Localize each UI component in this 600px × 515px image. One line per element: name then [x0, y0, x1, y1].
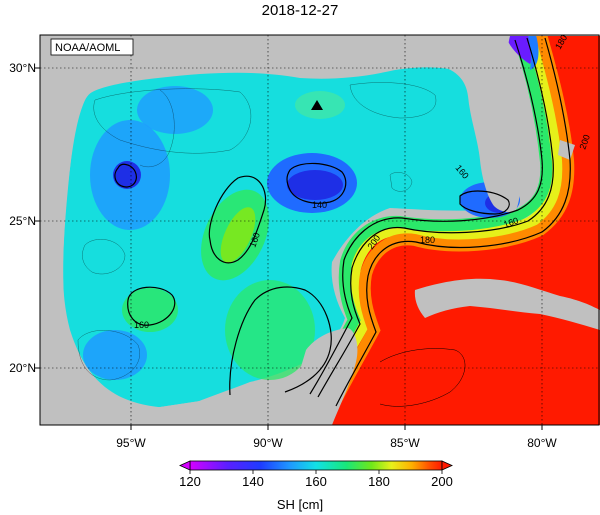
anomaly-south-blue	[83, 330, 147, 380]
map-frame	[39, 34, 600, 426]
front-blue	[528, 35, 539, 70]
anomaly-central-core	[287, 170, 343, 200]
colorbar-high-arrow	[441, 460, 453, 471]
anomaly-west-core	[113, 161, 141, 189]
contour-label: 200	[577, 133, 592, 151]
front-green	[306, 35, 553, 402]
land-west-coast	[40, 100, 240, 425]
axis-ticks	[35, 67, 543, 430]
colorbar-tick-label: 120	[179, 474, 201, 489]
contour-160-ridge	[208, 175, 267, 264]
land-cuba	[414, 278, 600, 330]
contour-160-south	[127, 286, 176, 326]
triangle-station-icon	[311, 100, 323, 110]
x-tick-label: 85°W	[390, 436, 420, 450]
contour-label: 160	[134, 320, 149, 330]
contour-label: 160	[502, 215, 520, 230]
contour-front-180	[317, 37, 554, 398]
island-bahamas	[558, 140, 575, 160]
colorbar-low-arrow	[179, 460, 191, 471]
contour-140-central	[286, 162, 347, 204]
contour-label: 140	[312, 200, 327, 210]
colorbar-tick-label: 160	[305, 474, 327, 489]
colorbar-tick-label: 180	[368, 474, 390, 489]
contour-160-sw	[229, 286, 332, 396]
x-tick-label: 95°W	[116, 436, 146, 450]
anomaly-green-core	[220, 207, 256, 263]
colorbar-tick-label: 140	[242, 474, 264, 489]
contour-label: 180	[420, 235, 435, 245]
colorbar-tick-label: 200	[431, 474, 453, 489]
anomaly-green-south	[225, 280, 315, 380]
island-small	[518, 158, 532, 168]
land-north-coast	[40, 35, 430, 100]
y-tick-label: 30°N	[9, 61, 36, 75]
contour-front-160	[309, 39, 543, 395]
land-southwest	[40, 385, 292, 425]
graticule	[40, 35, 600, 425]
colorbar-unit-label: SH [cm]	[276, 497, 324, 512]
land-florida	[430, 35, 600, 213]
colorbar-ticks	[189, 470, 443, 474]
y-tick-label: 20°N	[9, 361, 36, 375]
x-tick-label: 90°W	[253, 436, 283, 450]
colorbar	[189, 460, 443, 471]
y-tick-label: 25°N	[9, 214, 36, 228]
contour-front-200	[335, 37, 571, 407]
x-tick-label: 80°W	[527, 436, 557, 450]
land-yucatan	[290, 328, 358, 425]
anomaly-north-blue	[137, 86, 213, 134]
credit-label: NOAA/AOML	[55, 42, 120, 54]
contour-160-west	[114, 163, 137, 188]
front-yellow	[313, 35, 564, 405]
contour-east-loop	[459, 190, 510, 215]
contour-lines	[114, 37, 571, 407]
credit-box	[50, 38, 134, 56]
anomaly-green-west	[122, 288, 178, 332]
map-title: 2018-12-27	[261, 2, 339, 19]
contour-label: 160	[247, 231, 262, 249]
